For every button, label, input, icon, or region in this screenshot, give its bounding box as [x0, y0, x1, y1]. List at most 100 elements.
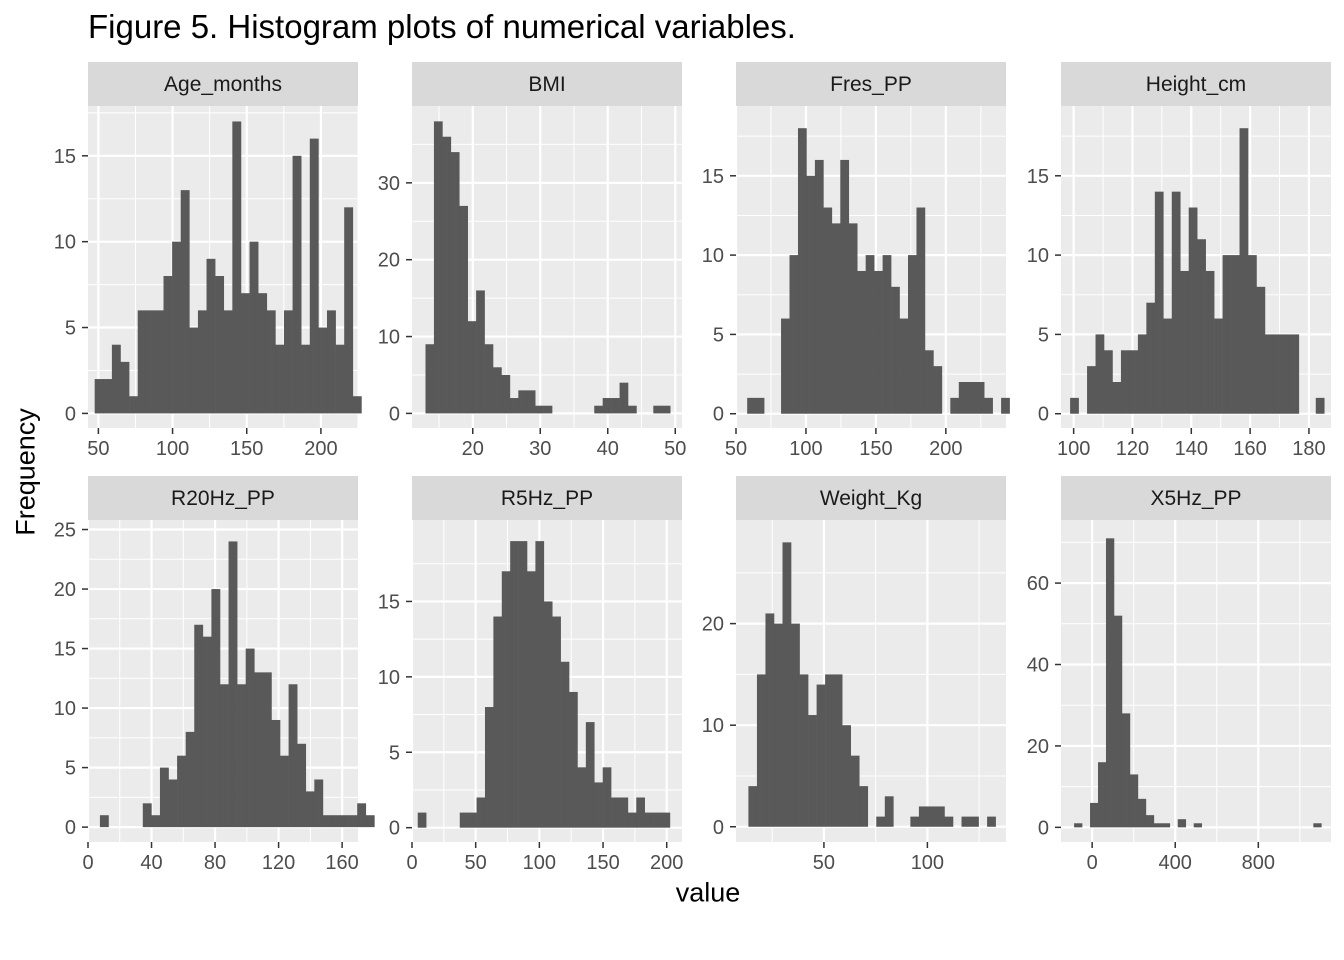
- histogram-bar: [228, 541, 238, 828]
- histogram-bar: [154, 310, 164, 414]
- histogram-bar: [254, 672, 264, 828]
- x-tick-label: 180: [1292, 438, 1325, 460]
- histogram-bar: [661, 405, 671, 414]
- y-tick-label: 15: [1027, 166, 1049, 188]
- histogram-bar: [910, 816, 920, 827]
- histogram-bar: [840, 159, 850, 414]
- histogram-bar: [814, 159, 824, 414]
- y-tick-label: 15: [54, 146, 76, 168]
- histogram-bar: [782, 542, 792, 827]
- histogram-bar: [1120, 350, 1130, 414]
- histogram-bar: [467, 321, 477, 414]
- y-tick-label: 20: [702, 614, 724, 636]
- histogram-bar: [417, 812, 427, 828]
- histogram-bar: [653, 405, 663, 414]
- histogram-bar: [799, 674, 809, 827]
- histogram-bar: [1112, 382, 1122, 414]
- histogram-bar: [882, 255, 892, 414]
- x-tick-label: 0: [1087, 852, 1098, 874]
- y-tick-label: 0: [389, 403, 400, 425]
- histogram-bar: [365, 815, 375, 828]
- y-tick-label: 0: [389, 818, 400, 840]
- histogram-bar: [789, 255, 799, 414]
- histogram-bar: [831, 223, 841, 414]
- x-tick-label: 100: [156, 438, 189, 460]
- histogram-bar: [1161, 823, 1171, 828]
- x-tick-label: 0: [406, 852, 417, 874]
- x-tick-label: 800: [1242, 852, 1275, 874]
- y-tick-label: 10: [378, 667, 400, 689]
- facet-strip: [412, 62, 682, 106]
- histogram-bar: [99, 815, 109, 828]
- y-tick-label: 40: [1027, 655, 1049, 677]
- histogram-bar: [865, 255, 875, 414]
- histogram-bar: [543, 405, 553, 414]
- y-tick-label: 5: [65, 758, 76, 780]
- y-tick-label: 20: [54, 579, 76, 601]
- histogram-bar: [314, 779, 324, 828]
- y-tick-label: 10: [702, 245, 724, 267]
- histogram-bar: [223, 310, 233, 414]
- histogram-bar: [484, 707, 494, 828]
- histogram-bar: [569, 691, 578, 828]
- x-tick-label: 40: [597, 438, 619, 460]
- histogram-bar: [1121, 713, 1131, 828]
- histogram-bar: [1098, 762, 1107, 828]
- histogram-bar: [237, 684, 247, 828]
- histogram-bar: [619, 382, 629, 414]
- histogram-bar: [309, 138, 319, 414]
- histogram-bar: [450, 152, 460, 414]
- histogram-bar: [1193, 823, 1202, 828]
- x-tick-label: 200: [304, 438, 337, 460]
- histogram-bar: [509, 398, 519, 414]
- histogram-bar: [967, 382, 977, 414]
- facet-panel-R5Hz_PP: R5Hz_PP 0 50 100 150 200 0 5 10 15: [378, 476, 683, 874]
- histogram-bar: [280, 755, 289, 828]
- histogram-bar: [756, 674, 766, 827]
- facet-strip: [88, 476, 358, 520]
- histogram-bar: [1113, 615, 1123, 828]
- histogram-bar: [577, 767, 587, 828]
- y-tick-label: 0: [1038, 817, 1049, 839]
- histogram-bar: [1315, 397, 1325, 414]
- y-tick-label: 5: [65, 318, 76, 340]
- y-tick-label: 10: [702, 715, 724, 737]
- facet-strip: [736, 476, 1006, 520]
- histogram-bar: [1281, 334, 1291, 414]
- x-tick-label: 30: [529, 438, 551, 460]
- histogram-bar: [755, 397, 765, 414]
- histogram-bar: [318, 327, 328, 414]
- histogram-bar: [340, 815, 349, 828]
- y-tick-label: 25: [54, 520, 76, 542]
- histogram-bar: [1264, 334, 1274, 414]
- histogram-bar: [326, 310, 336, 414]
- histogram-bar: [1248, 255, 1257, 414]
- histogram-bar: [1222, 255, 1232, 414]
- histogram-bar: [344, 207, 354, 414]
- histogram-bar: [859, 786, 869, 827]
- histogram-bar: [1180, 270, 1190, 414]
- y-tick-label: 10: [1027, 245, 1049, 267]
- histogram-bar: [331, 815, 341, 828]
- histogram-bar: [322, 815, 332, 828]
- histogram-bar: [816, 684, 826, 827]
- x-tick-label: 80: [204, 852, 226, 874]
- y-tick-label: 10: [378, 327, 400, 349]
- histogram-bar: [857, 270, 866, 414]
- histogram-bar: [781, 318, 790, 414]
- histogram-bar: [891, 286, 900, 414]
- histogram-bar: [543, 601, 553, 828]
- histogram-bar: [594, 782, 603, 828]
- histogram-bar: [206, 258, 216, 414]
- facet-strip: [88, 62, 358, 106]
- histogram-bar: [249, 241, 259, 414]
- histogram-bar: [1145, 815, 1155, 828]
- histogram-bar: [899, 318, 909, 414]
- histogram-bar: [172, 241, 182, 414]
- histogram-bar: [628, 405, 637, 414]
- facet-strip-label: Height_cm: [1146, 73, 1246, 96]
- histogram-bar: [240, 293, 250, 414]
- x-tick-label: 150: [586, 852, 619, 874]
- histogram-bar: [935, 806, 945, 827]
